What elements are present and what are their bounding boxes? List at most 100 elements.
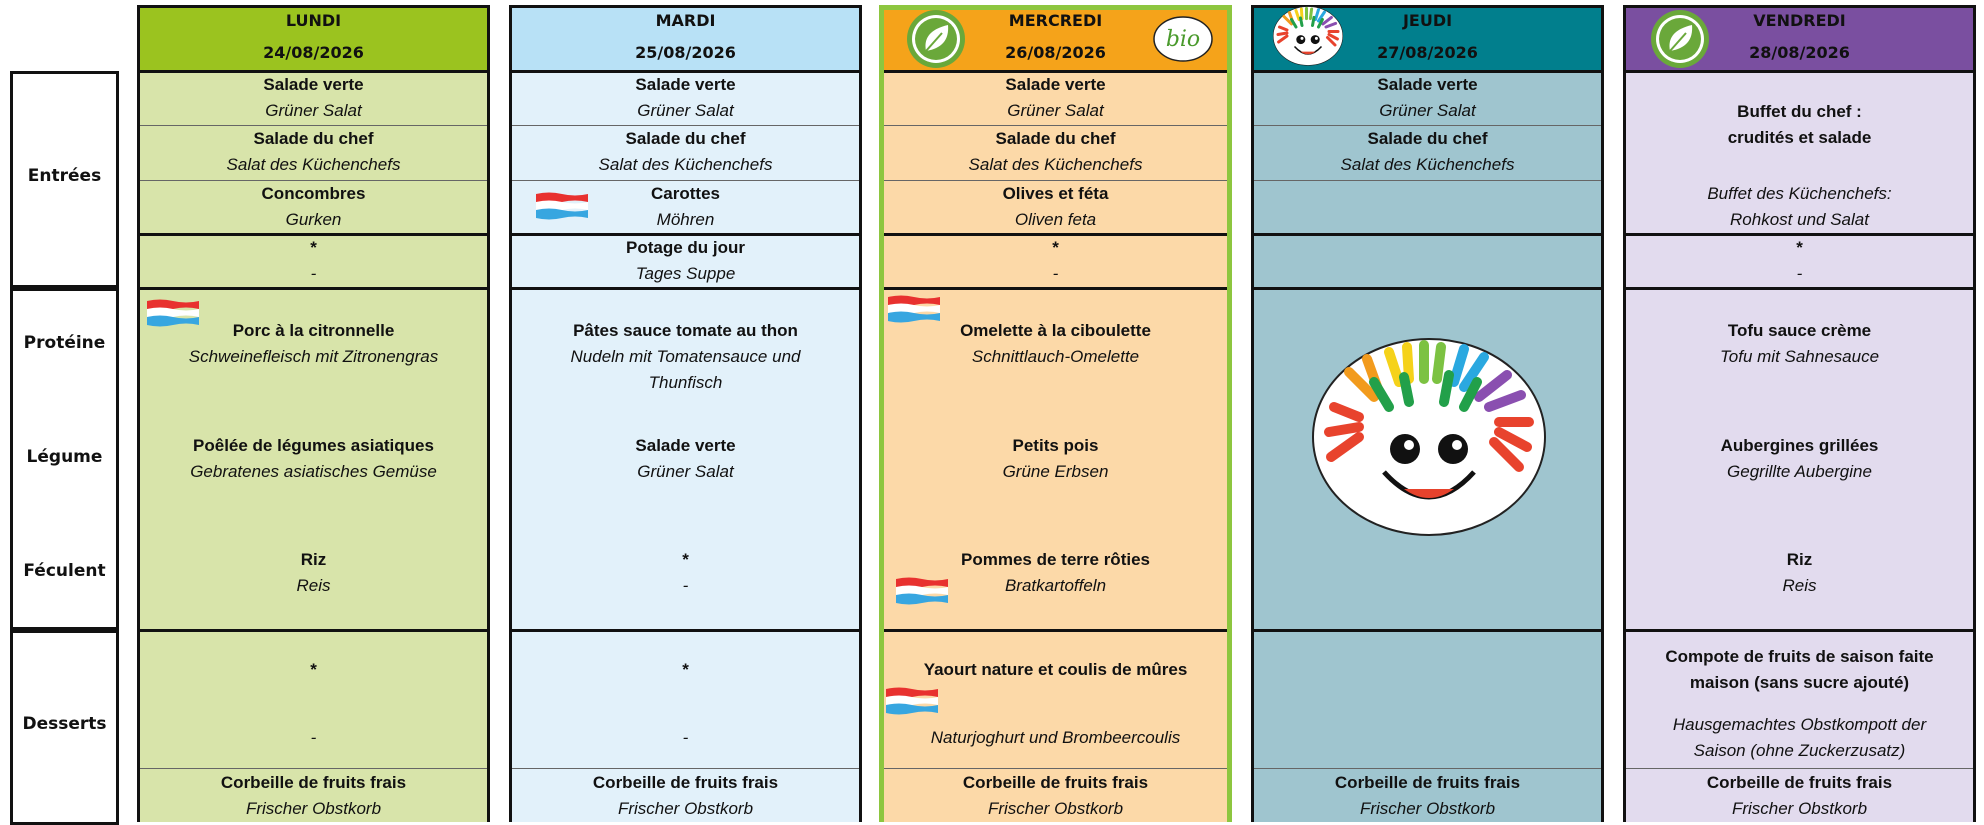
row-line: [512, 125, 859, 127]
row-line: [140, 125, 487, 127]
leaf-logo: [1650, 9, 1710, 74]
row-label: Entrées: [27, 166, 102, 186]
row-line: [512, 768, 859, 769]
row-line: [140, 232, 487, 236]
entree: * -: [1626, 234, 1973, 288]
dish-fr: Petits pois: [1012, 436, 1099, 455]
lux-flag-svg: [886, 687, 938, 715]
dish-fr: Salade verte: [263, 75, 364, 94]
dish-de: Frischer Obstkorb: [617, 799, 754, 818]
dessert: Naturjoghurt und Brombeercoulis: [884, 708, 1227, 768]
lux-flag-svg: [536, 192, 588, 220]
day-name: JEUDI: [1402, 11, 1453, 30]
starch: Pommes de terre rôties Bratkartoffeln: [884, 547, 1227, 637]
dish-de: -: [310, 728, 317, 747]
dish-fr: *: [1796, 237, 1803, 257]
dish-fr: Pâtes sauce tomate au thon: [573, 321, 798, 340]
entree: Salade du chef Salat des Küchenchefs: [884, 125, 1227, 179]
dish-fr: Corbeille de fruits frais: [592, 773, 779, 792]
dish-fr: Olives et féta: [1002, 183, 1109, 203]
row-line: [140, 179, 487, 181]
vegetable: Petits pois Grüne Erbsen: [884, 433, 1227, 523]
section-line: [512, 287, 859, 290]
entree: Salade du chef Salat des Küchenchefs: [140, 125, 487, 179]
lux-flag: [886, 687, 938, 720]
protein: Porc à la citronnelle Schweinefleisch mit…: [140, 318, 487, 408]
dish-fr: Aubergines grillées: [1720, 436, 1879, 455]
bio-text: bio: [1166, 27, 1200, 52]
lux-flag: [147, 299, 199, 332]
dish-de: Hausgemachtes Obstkompott der Saison (oh…: [1672, 715, 1927, 760]
dish-fr: *: [682, 660, 689, 679]
dish-de: Tages Suppe: [635, 263, 736, 283]
dish-de: Tofu mit Sahnesauce: [1719, 347, 1880, 366]
section-line: [140, 629, 487, 632]
row-label: Légume: [26, 447, 103, 467]
bio-logo-svg: bio: [1153, 16, 1213, 62]
day-column: VENDREDI 28/08/2026 Buffet du chef : crudi…: [1623, 5, 1976, 822]
dish-de: Grüner Salat: [637, 462, 734, 481]
dish-fr: Salade verte: [1005, 75, 1106, 94]
fruit: Corbeille de fruits frais Frischer Obstko…: [884, 770, 1227, 822]
entree: * -: [140, 234, 487, 288]
dish-de: -: [682, 728, 689, 747]
dish-fr: Corbeille de fruits frais: [1706, 773, 1893, 792]
entree: Olives et féta Oliven feta: [884, 180, 1227, 234]
dish-fr: Compote de fruits de saison faite maison…: [1665, 647, 1934, 692]
dish-de: Gurken: [285, 209, 342, 229]
section-line: [884, 70, 1227, 73]
fruit: Corbeille de fruits frais Frischer Obstko…: [1254, 770, 1601, 822]
day-name: MERCREDI: [1008, 11, 1103, 30]
section-line: [1254, 629, 1601, 632]
vegetable: Salade verte Grüner Salat: [512, 433, 859, 523]
day-column: JEUDI 27/08/2026 Salade verte Grüner Salat S…: [1251, 5, 1604, 822]
dish-de: Frischer Obstkorb: [1731, 799, 1868, 818]
day-date: 28/08/2026: [1749, 43, 1850, 62]
row-label: Féculent: [23, 561, 106, 581]
lux-flag: [888, 295, 940, 328]
day-name: LUNDI: [285, 11, 342, 30]
row-line: [884, 768, 1227, 769]
entree: Potage du jour Tages Suppe: [512, 234, 859, 288]
dish-de: -: [310, 263, 317, 283]
section-line: [1254, 287, 1601, 290]
dish-de: Bratkartoffeln: [1004, 576, 1107, 595]
starch: Riz Reis: [140, 547, 487, 637]
dish-de: Buffet des Küchenchefs: Rohkost und Sala…: [1707, 183, 1892, 229]
smiley-large: [1309, 337, 1549, 542]
dish-fr: Potage du jour: [626, 237, 745, 257]
dessert: Hausgemachtes Obstkompott der Saison (oh…: [1626, 708, 1973, 768]
starch: Riz Reis: [1626, 547, 1973, 637]
dish-de: Frischer Obstkorb: [987, 799, 1124, 818]
row-label: Desserts: [22, 714, 107, 734]
entree: Salade verte Grüner Salat: [140, 71, 487, 125]
section-line: [512, 629, 859, 632]
lux-flag-svg: [896, 577, 948, 605]
dish-de: -: [682, 576, 689, 595]
protein: Pâtes sauce tomate au thon Nudeln mit Tom…: [512, 318, 859, 408]
dish-fr: Corbeille de fruits frais: [220, 773, 407, 792]
dish-fr: Yaourt nature et coulis de mûres: [923, 660, 1188, 679]
smiley-small: [1272, 6, 1344, 71]
dish-fr: *: [682, 550, 689, 569]
lux-flag-svg: [888, 295, 940, 323]
dish-fr: Porc à la citronnelle: [232, 321, 395, 340]
dish-fr: Salade verte: [1377, 75, 1478, 94]
section-line: [1254, 70, 1601, 73]
dish-de: Möhren: [656, 209, 715, 229]
dish-de: Salat des Küchenchefs: [968, 155, 1143, 175]
dish-fr: Salade verte: [635, 436, 736, 455]
entree: Carottes Möhren: [512, 180, 859, 234]
section-line: [884, 287, 1227, 290]
row-line: [512, 232, 859, 236]
entree: Salade du chef Salat des Küchenchefs: [512, 125, 859, 179]
dessert: *: [512, 632, 859, 708]
leaf-logo-svg: [1650, 9, 1710, 69]
day-date: 25/08/2026: [635, 43, 736, 62]
entree: Buffet du chef : crudités et salade: [1626, 71, 1973, 180]
dessert: *: [140, 632, 487, 708]
dish-fr: Tofu sauce crème: [1727, 321, 1872, 340]
vegetable: Poêlée de légumes asiatiques Gebratenes a…: [140, 433, 487, 523]
